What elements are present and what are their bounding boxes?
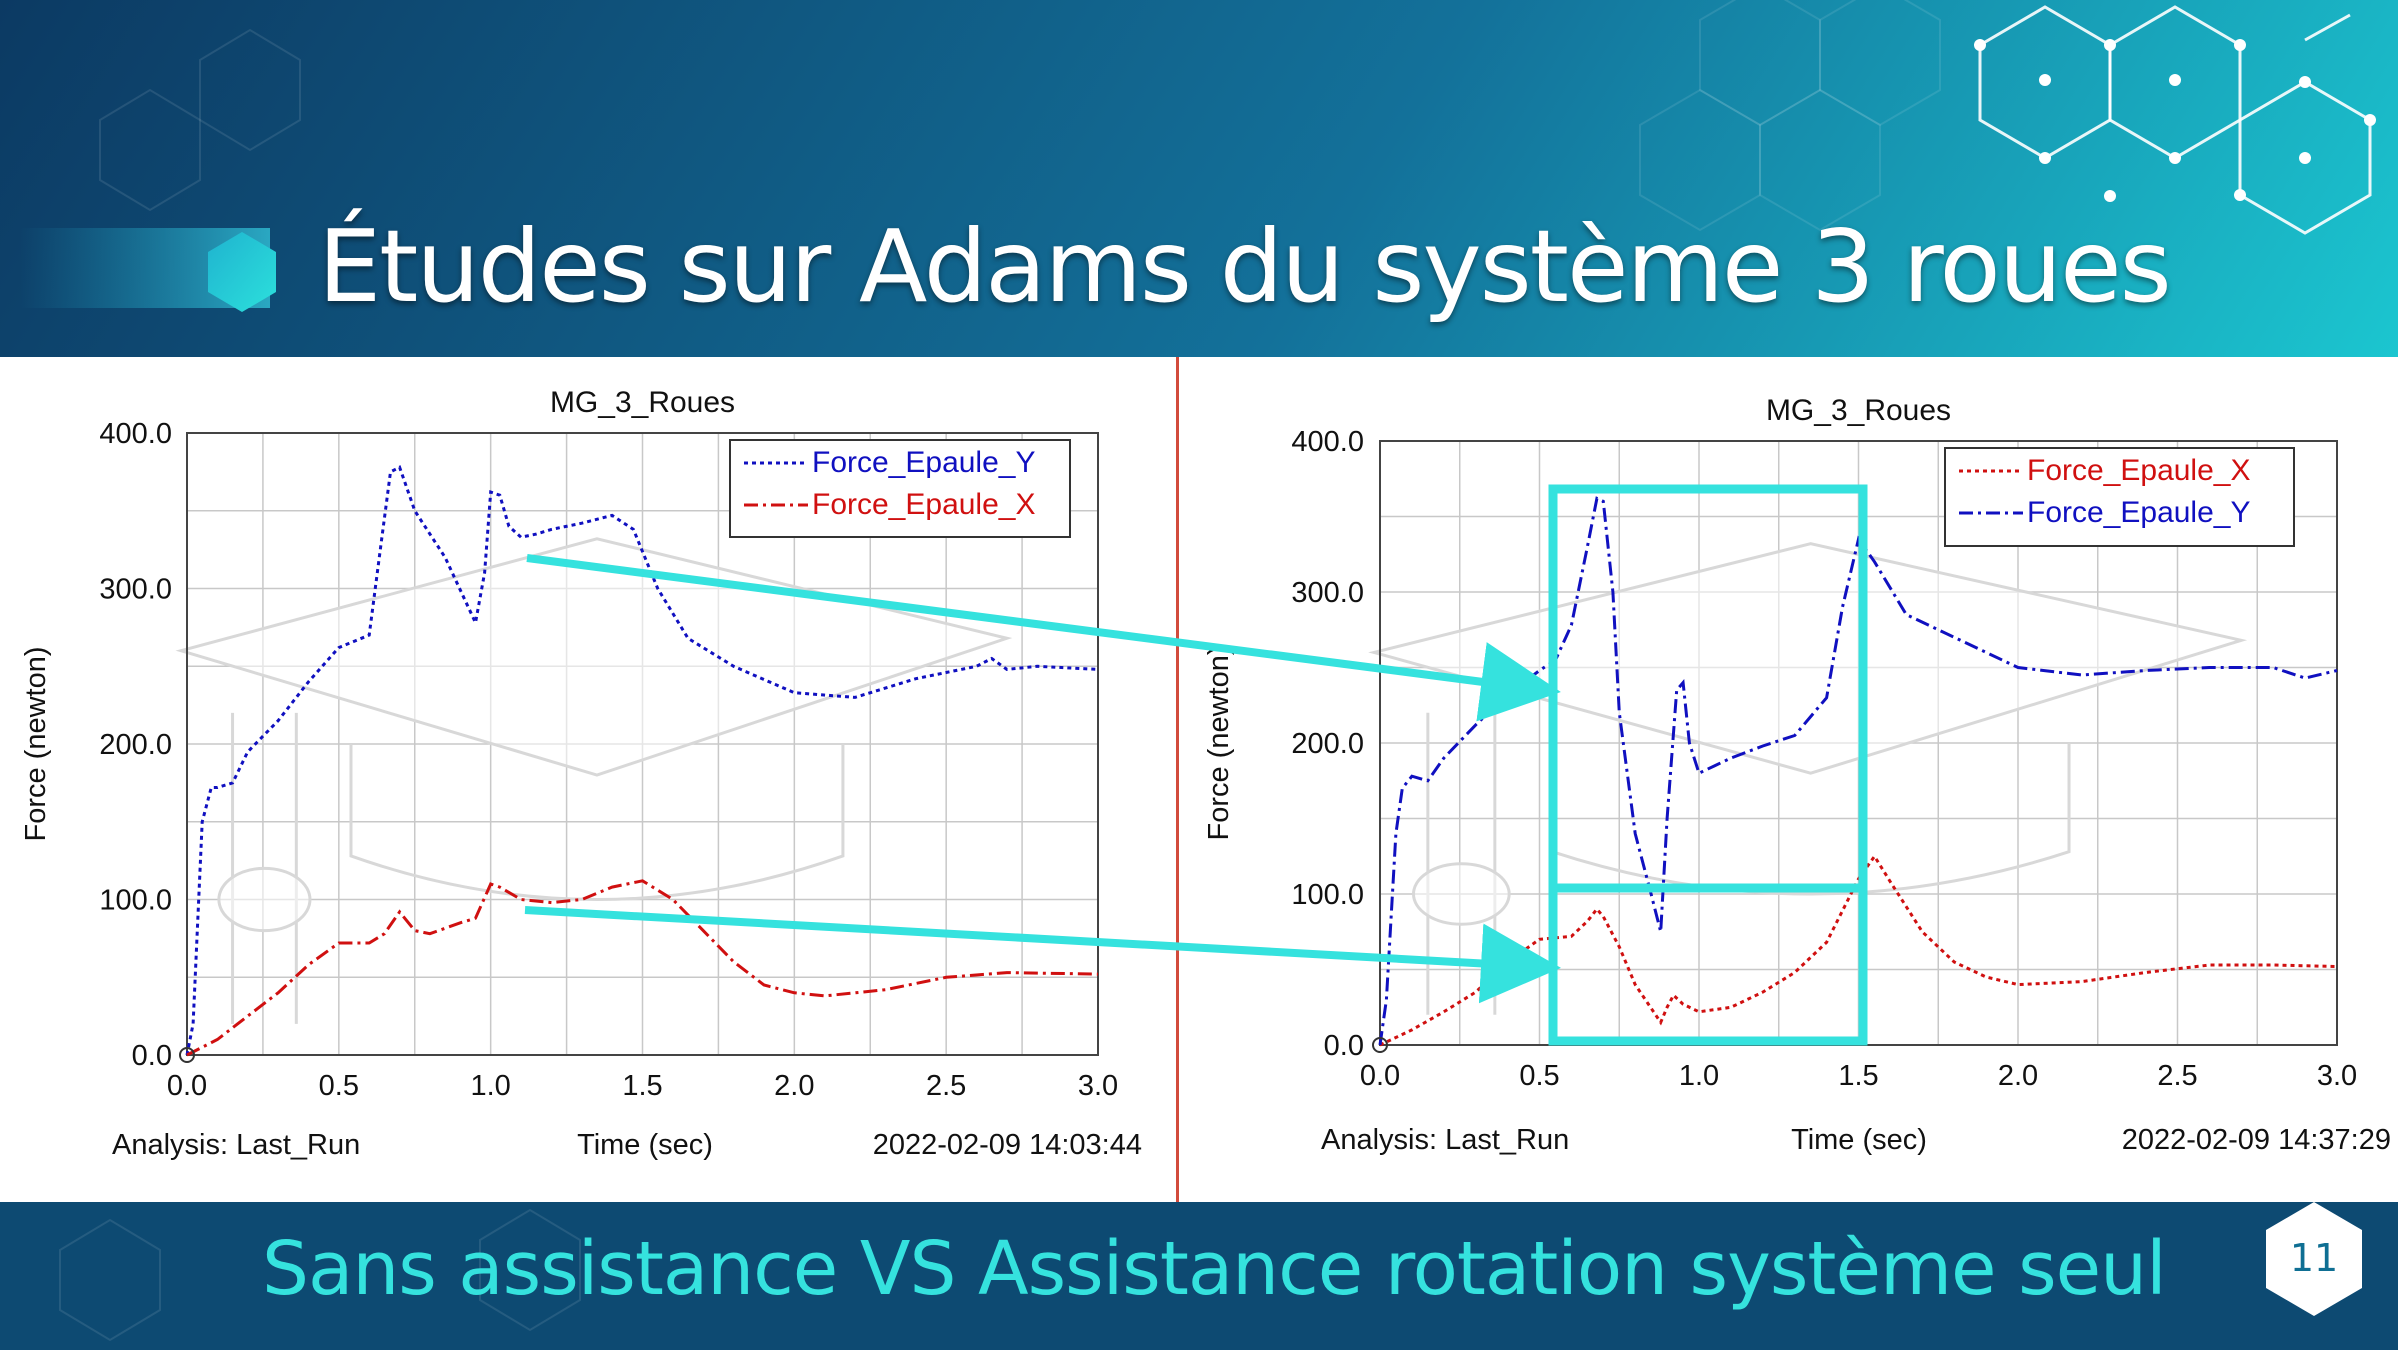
model-plate-shape — [1368, 542, 2248, 775]
legend-box — [1944, 447, 2295, 547]
analysis-label: Analysis: Last_Run — [1321, 1124, 1569, 1156]
legend-entry: Force_Epaule_X — [812, 488, 1035, 521]
model-body-shape — [349, 744, 845, 901]
y-tick-label: 100.0 — [99, 885, 172, 917]
legend-box — [729, 439, 1071, 538]
chart-panel-right: 0.0 0.5 1.0 1.5 2.0 2.5 3.0 0.0 100.0 200.0 300.0 4… — [1176, 357, 2398, 1202]
page-number-hexagon-icon — [2266, 1202, 2362, 1316]
legend: Force_Epaule_Y Force_Epaule_X — [729, 439, 1071, 538]
analysis-label: Analysis: Last_Run — [112, 1129, 360, 1161]
x-tick-label: 0.0 — [1360, 1060, 1400, 1092]
series-line-force-epaule-x — [186, 879, 1099, 1057]
legend-entry: Force_Epaule_Y — [2027, 496, 2250, 529]
x-tick-label: 0.5 — [1519, 1060, 1559, 1092]
y-tick-label: 300.0 — [99, 574, 172, 606]
title-hexagon-icon — [208, 232, 276, 312]
run-timestamp: 2022-02-09 14:03:44 — [873, 1129, 1142, 1161]
model-watermark-graphic — [175, 537, 1013, 1024]
y-tick-label: 300.0 — [1291, 577, 1364, 609]
model-plate-shape — [175, 537, 1013, 777]
x-tick-label: 1.0 — [471, 1070, 511, 1102]
x-tick-label: 3.0 — [1078, 1070, 1118, 1102]
y-tick-label: 200.0 — [99, 729, 172, 761]
page-number: 11 — [2289, 1236, 2339, 1280]
y-tick-label: 0.0 — [1324, 1030, 1364, 1062]
y-tick-label: 200.0 — [1291, 728, 1364, 760]
x-tick-label: 2.5 — [2157, 1060, 2197, 1092]
y-tick-label: 100.0 — [1291, 879, 1364, 911]
legend-entry: Force_Epaule_X — [2027, 454, 2250, 487]
model-joint-shape — [1411, 862, 1511, 926]
x-axis-label: Time (sec) — [1791, 1124, 1927, 1156]
chart-title: MG_3_Roues — [1766, 394, 1951, 427]
origin-marker — [1372, 1037, 1388, 1053]
model-leg-shape — [231, 712, 298, 1024]
model-watermark-graphic — [1368, 542, 2248, 1015]
y-axis-label: Force (newton) — [1203, 645, 1235, 840]
y-tick-label: 400.0 — [1291, 426, 1364, 458]
x-tick-label: 2.5 — [926, 1070, 966, 1102]
x-tick-label: 0.5 — [319, 1070, 359, 1102]
x-tick-label: 1.5 — [1838, 1060, 1878, 1092]
x-tick-label: 2.0 — [774, 1070, 814, 1102]
chart-right: 0.0 0.5 1.0 1.5 2.0 2.5 3.0 0.0 100.0 200.0 300.0 4… — [1203, 394, 2391, 1156]
legend-entry: Force_Epaule_Y — [812, 446, 1035, 479]
y-tick-label: 0.0 — [132, 1040, 172, 1072]
y-tick-label: 400.0 — [99, 418, 172, 450]
legend: Force_Epaule_X Force_Epaule_Y — [1944, 447, 2295, 547]
run-timestamp: 2022-02-09 14:37:29 — [2122, 1124, 2391, 1156]
x-tick-label: 0.0 — [167, 1070, 207, 1102]
chart-title: MG_3_Roues — [550, 386, 735, 419]
model-joint-shape — [217, 866, 312, 933]
x-tick-label: 2.0 — [1998, 1060, 2038, 1092]
chart-panel-left: 0.0 0.5 1.0 1.5 2.0 2.5 3.0 0.0 100.0 200.0 300.0 4… — [0, 357, 1176, 1202]
slide-subtitle: Sans assistance VS Assistance rotation s… — [262, 1226, 2167, 1312]
slide-title: Études sur Adams du système 3 roues — [318, 208, 2172, 325]
chart-left: 0.0 0.5 1.0 1.5 2.0 2.5 3.0 0.0 100.0 200.0 300.0 4… — [20, 386, 1142, 1161]
x-tick-label: 1.5 — [622, 1070, 662, 1102]
plot-frame — [186, 432, 1099, 1056]
y-axis-label: Force (newton) — [20, 646, 52, 841]
origin-marker — [179, 1047, 195, 1063]
x-tick-label: 1.0 — [1679, 1060, 1719, 1092]
x-axis-label: Time (sec) — [577, 1129, 713, 1161]
hexagon-pattern — [59, 0, 1941, 1342]
x-tick-label: 3.0 — [2317, 1060, 2357, 1092]
